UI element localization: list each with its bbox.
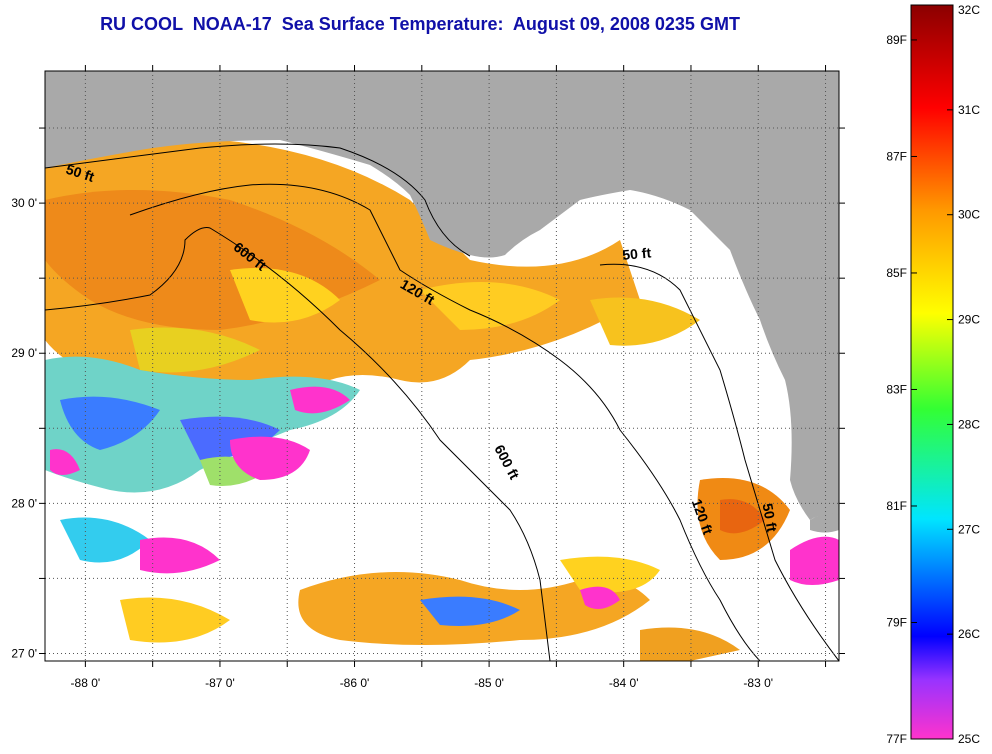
- contour-label: 50 ft: [760, 502, 781, 533]
- contour-label: 50 ft: [622, 244, 652, 262]
- colorbar-c-label: 26C: [958, 627, 980, 641]
- y-tick-label: 27 0': [11, 646, 37, 660]
- sst-cool-region: [45, 356, 520, 626]
- y-tick-label: 29 0': [11, 346, 37, 360]
- colorbar-c-label: 31C: [958, 103, 980, 117]
- bathymetry-contours: [45, 143, 839, 661]
- colorbar-c-label: 25C: [958, 732, 980, 746]
- colorbar-c-label: 32C: [958, 3, 980, 17]
- colorbar-c-label: 27C: [958, 522, 980, 536]
- colorbar: 32C 31C 30C 29C 28C 27C 26C 25C 89F 87F 85F 83F 81F 7…: [886, 3, 980, 746]
- colorbar-f-label: 85F: [886, 266, 907, 280]
- colorbar-f-label: 83F: [886, 382, 907, 396]
- y-tick-label: 30 0': [11, 196, 37, 210]
- colorbar-f-label: 89F: [886, 33, 907, 47]
- x-tick-label: -86 0': [340, 676, 370, 690]
- contour-600ft: [45, 227, 551, 661]
- colorbar-c-label: 28C: [958, 417, 980, 431]
- colorbar-c-label: 30C: [958, 208, 980, 222]
- sst-magenta-region: [50, 386, 839, 609]
- colorbar-gradient: [911, 5, 953, 739]
- colorbar-c-label: 29C: [958, 313, 980, 327]
- x-tick-label: -88 0': [71, 676, 101, 690]
- colorbar-f-label: 79F: [886, 615, 907, 629]
- colorbar-f-label: 87F: [886, 149, 907, 163]
- colorbar-f-label: 77F: [886, 732, 907, 746]
- x-tick-label: -87 0': [205, 676, 235, 690]
- map-title: RU COOL NOAA-17 Sea Surface Temperature:…: [100, 14, 740, 34]
- land-mask: [45, 71, 839, 533]
- graticule: [45, 71, 839, 661]
- y-tick-label: 28 0': [11, 496, 37, 510]
- plot-frame: [44, 70, 840, 662]
- colorbar-frame: [910, 4, 954, 740]
- x-tick-label: -83 0': [743, 676, 773, 690]
- contour-120ft: [129, 183, 761, 661]
- colorbar-ticks: 32C 31C 30C 29C 28C 27C 26C 25C 89F 87F 85F 83F 81F 7…: [886, 3, 980, 746]
- x-tick-label: -85 0': [474, 676, 504, 690]
- map-axes: -88 0' -87 0' -86 0' -85 0' -84 0' -83 0' 27 0…: [11, 65, 845, 690]
- contour-50ft-west: [45, 143, 471, 257]
- x-tick-label: -84 0': [609, 676, 639, 690]
- colorbar-f-label: 81F: [886, 499, 907, 513]
- contour-50ft-east: [599, 263, 839, 661]
